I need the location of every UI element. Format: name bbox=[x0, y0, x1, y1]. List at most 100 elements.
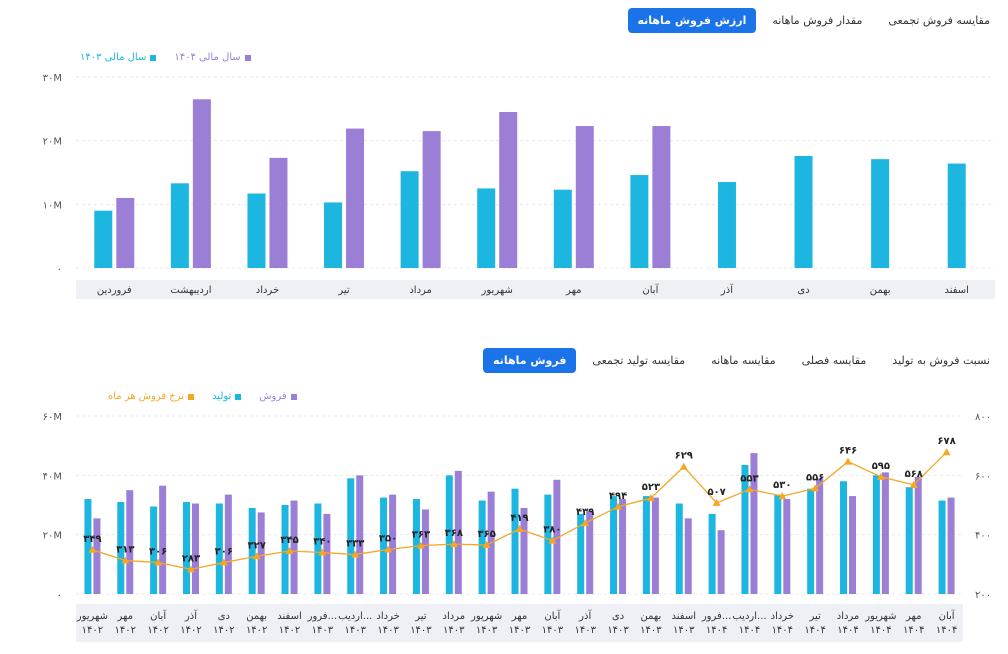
tab-cumulative-sales[interactable]: مقایسه فروش تجمعی bbox=[888, 14, 990, 27]
x-category-year: ۱۴۰۴ bbox=[772, 625, 793, 636]
x-category-year: ۱۴۰۲ bbox=[279, 625, 300, 636]
bar-1403 bbox=[477, 188, 496, 268]
sales-rate-point bbox=[154, 558, 163, 566]
x-category-label: اردیبهشت bbox=[170, 285, 211, 296]
sales-rate-label: ۳۰۶ bbox=[149, 547, 167, 558]
bar-sales bbox=[224, 494, 232, 594]
sales-rate-label: ۵۹۵ bbox=[872, 461, 890, 472]
sales-rate-point bbox=[909, 480, 918, 488]
sales-rate-point bbox=[844, 457, 853, 465]
bar-1404 bbox=[499, 112, 518, 269]
sales-rate-label: ۳۴۵ bbox=[280, 535, 298, 546]
x-category-label: اردیب... bbox=[338, 611, 372, 622]
sales-rate-point bbox=[778, 492, 787, 500]
sales-rate-point bbox=[88, 545, 97, 553]
bar-sales bbox=[849, 496, 857, 594]
x-category-label: اردیب... bbox=[732, 611, 766, 622]
bar-sales bbox=[323, 513, 331, 594]
tab-cumulative-production[interactable]: مقایسه تولید تجمعی bbox=[592, 354, 686, 367]
bar-production bbox=[281, 505, 289, 594]
top-chart-tabs: ارزش فروش ماهانه مقدار فروش ماهانه مقایس… bbox=[627, 8, 1001, 33]
sales-rate-label: ۵۰۷ bbox=[707, 487, 725, 498]
legend-swatch bbox=[235, 393, 242, 400]
x-category-label: تیر bbox=[809, 611, 822, 622]
sales-rate-point bbox=[581, 519, 590, 527]
bar-production bbox=[215, 503, 223, 594]
sales-rate-label: ۳۳۳ bbox=[346, 539, 364, 550]
bar-sales bbox=[421, 509, 429, 594]
y-tick-label: ۳۰M bbox=[43, 73, 62, 84]
bar-sales bbox=[126, 490, 134, 594]
bar-production bbox=[708, 513, 716, 594]
sales-rate-point bbox=[876, 472, 885, 480]
bar-production bbox=[84, 499, 92, 594]
sales-rate-label: ۶۲۹ bbox=[675, 451, 693, 462]
bar-1403 bbox=[794, 155, 813, 268]
bar-sales bbox=[454, 470, 462, 594]
bar-sales bbox=[191, 503, 199, 594]
bar-production bbox=[511, 488, 519, 594]
x-category-label: آبان bbox=[642, 283, 659, 296]
x-axis-band bbox=[76, 280, 995, 299]
x-category-label: مهر bbox=[565, 285, 581, 296]
tab-monthly-sales-quantity[interactable]: مقدار فروش ماهانه bbox=[772, 14, 863, 27]
bar-production bbox=[182, 502, 190, 594]
bar-sales bbox=[783, 499, 791, 594]
bar-1403 bbox=[94, 210, 113, 268]
sales-rate-label: ۴۹۴ bbox=[609, 491, 627, 502]
legend-item-1404[interactable]: سال مالی ۱۴۰۴ bbox=[174, 52, 251, 63]
tab-sales-production-ratio[interactable]: نسبت فروش به تولید bbox=[892, 354, 990, 367]
bar-production bbox=[905, 487, 913, 594]
sales-rate-point bbox=[252, 552, 261, 560]
legend-label: سال مالی ۱۴۰۴ bbox=[174, 52, 241, 63]
x-category-year: ۱۴۰۳ bbox=[443, 625, 465, 636]
legend-label: تولید bbox=[212, 391, 232, 402]
legend-swatch bbox=[150, 54, 157, 61]
bar-1404 bbox=[116, 197, 135, 268]
bar-production bbox=[807, 488, 815, 594]
bar-sales bbox=[586, 510, 594, 594]
legend-label: نرخ فروش هر ماه bbox=[108, 391, 185, 402]
x-category-year: ۱۴۰۲ bbox=[180, 625, 201, 636]
tab-monthly-sales[interactable]: فروش ماهانه bbox=[483, 348, 577, 373]
sales-rate-point bbox=[449, 540, 458, 548]
tab-seasonal-comparison[interactable]: مقایسه فصلی bbox=[801, 354, 867, 367]
sales-rate-point bbox=[121, 556, 130, 564]
sales-rate-label: ۵۳۰ bbox=[773, 480, 791, 491]
sales-rate-label: ۵۵۳ bbox=[740, 473, 758, 484]
x-category-label: فرور... bbox=[701, 611, 732, 622]
legend-item-production[interactable]: تولید bbox=[212, 391, 242, 402]
sales-rate-point bbox=[416, 541, 425, 549]
bar-1403 bbox=[324, 202, 343, 268]
legend-swatch bbox=[188, 393, 195, 400]
bar-sales bbox=[651, 497, 659, 594]
sales-rate-label: ۳۵۰ bbox=[379, 534, 397, 545]
x-category-year: ۱۴۰۳ bbox=[542, 625, 564, 636]
sales-rate-label: ۵۵۶ bbox=[806, 472, 824, 483]
bar-production bbox=[314, 503, 322, 594]
sales-rate-label: ۵۲۳ bbox=[642, 482, 660, 493]
bar-production bbox=[544, 494, 552, 594]
sales-rate-label: ۴۳۹ bbox=[576, 507, 594, 518]
sales-rate-point bbox=[942, 448, 951, 456]
bar-sales bbox=[816, 478, 824, 594]
tab-monthly-sales-value[interactable]: ارزش فروش ماهانه bbox=[627, 8, 757, 33]
bar-1404 bbox=[575, 126, 594, 268]
bottom-legend: فروش تولید نرخ فروش هر ماه bbox=[108, 391, 297, 402]
bar-1403 bbox=[717, 182, 736, 268]
sales-rate-point bbox=[548, 536, 557, 544]
tab-monthly-comparison[interactable]: مقایسه ماهانه bbox=[711, 354, 776, 367]
bar-sales bbox=[553, 479, 561, 594]
bar-production bbox=[642, 496, 650, 594]
legend-item-rate[interactable]: نرخ فروش هر ماه bbox=[108, 391, 195, 402]
legend-item-sales[interactable]: فروش bbox=[259, 391, 297, 402]
x-category-year: ۱۴۰۲ bbox=[147, 625, 168, 636]
x-category-year: ۱۴۰۴ bbox=[804, 625, 825, 636]
y-left-tick-label: ۶۰M bbox=[43, 412, 62, 423]
legend-item-1403[interactable]: سال مالی ۱۴۰۳ bbox=[80, 52, 157, 63]
x-category-label: مهر bbox=[511, 611, 527, 622]
x-category-label: تیر bbox=[337, 285, 350, 296]
bar-sales bbox=[684, 518, 692, 594]
bar-1404 bbox=[346, 128, 365, 268]
bar-1404 bbox=[269, 157, 288, 268]
